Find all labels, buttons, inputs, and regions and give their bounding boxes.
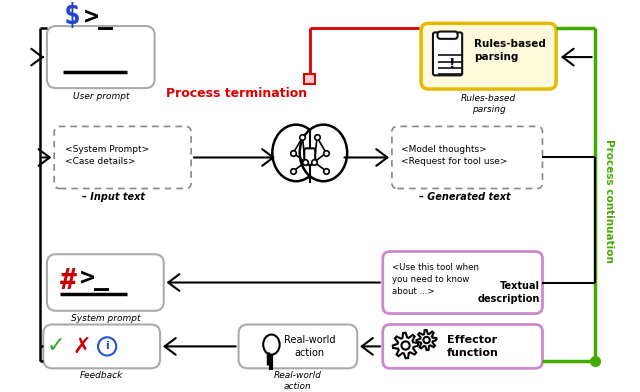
Text: Textual
description: Textual description [477, 281, 540, 304]
Text: Rules-based
parsing: Rules-based parsing [461, 94, 516, 114]
FancyBboxPatch shape [421, 23, 556, 89]
Text: <Model thoughts>: <Model thoughts> [401, 145, 487, 154]
Ellipse shape [263, 334, 280, 355]
Text: >_: >_ [80, 267, 110, 291]
FancyBboxPatch shape [47, 254, 164, 311]
PathPatch shape [417, 330, 436, 350]
Text: <Use this tool when: <Use this tool when [392, 263, 479, 272]
FancyBboxPatch shape [433, 33, 462, 75]
Text: User prompt: User prompt [72, 92, 129, 101]
FancyBboxPatch shape [239, 325, 357, 368]
Text: – Generated text: – Generated text [419, 192, 511, 202]
Text: Real-world
action: Real-world action [274, 371, 322, 391]
Ellipse shape [273, 125, 320, 181]
PathPatch shape [393, 333, 419, 358]
Text: <System Prompt>: <System Prompt> [65, 145, 149, 154]
Text: System prompt: System prompt [70, 314, 140, 323]
Text: !: ! [449, 57, 456, 71]
Text: Rules-based
parsing: Rules-based parsing [474, 39, 546, 62]
FancyBboxPatch shape [438, 31, 458, 39]
Text: i: i [105, 341, 109, 351]
Circle shape [401, 341, 410, 350]
Text: Process termination: Process termination [166, 87, 307, 100]
Text: #: # [60, 267, 76, 295]
Text: Real-world
action: Real-world action [284, 335, 335, 358]
FancyBboxPatch shape [44, 325, 160, 368]
Text: – Input text: – Input text [82, 192, 145, 202]
FancyBboxPatch shape [47, 26, 155, 88]
Text: <Case details>: <Case details> [65, 158, 136, 167]
FancyBboxPatch shape [304, 74, 316, 84]
Circle shape [424, 337, 430, 343]
Text: Feedback: Feedback [80, 371, 124, 380]
Text: Process continuation: Process continuation [604, 139, 614, 263]
Text: ✓: ✓ [47, 336, 65, 356]
Text: you need to know: you need to know [392, 275, 469, 284]
FancyBboxPatch shape [392, 127, 543, 189]
Text: Effector
function: Effector function [447, 335, 499, 358]
Ellipse shape [300, 125, 347, 181]
FancyBboxPatch shape [304, 148, 316, 165]
Text: $: $ [63, 2, 80, 30]
FancyBboxPatch shape [54, 127, 191, 189]
FancyBboxPatch shape [383, 252, 543, 314]
Text: ✗: ✗ [72, 336, 91, 356]
Text: about ...>: about ...> [392, 287, 435, 296]
Text: <Request for tool use>: <Request for tool use> [401, 158, 508, 167]
Text: >_: >_ [83, 6, 113, 30]
Circle shape [98, 337, 116, 356]
FancyBboxPatch shape [383, 325, 543, 368]
